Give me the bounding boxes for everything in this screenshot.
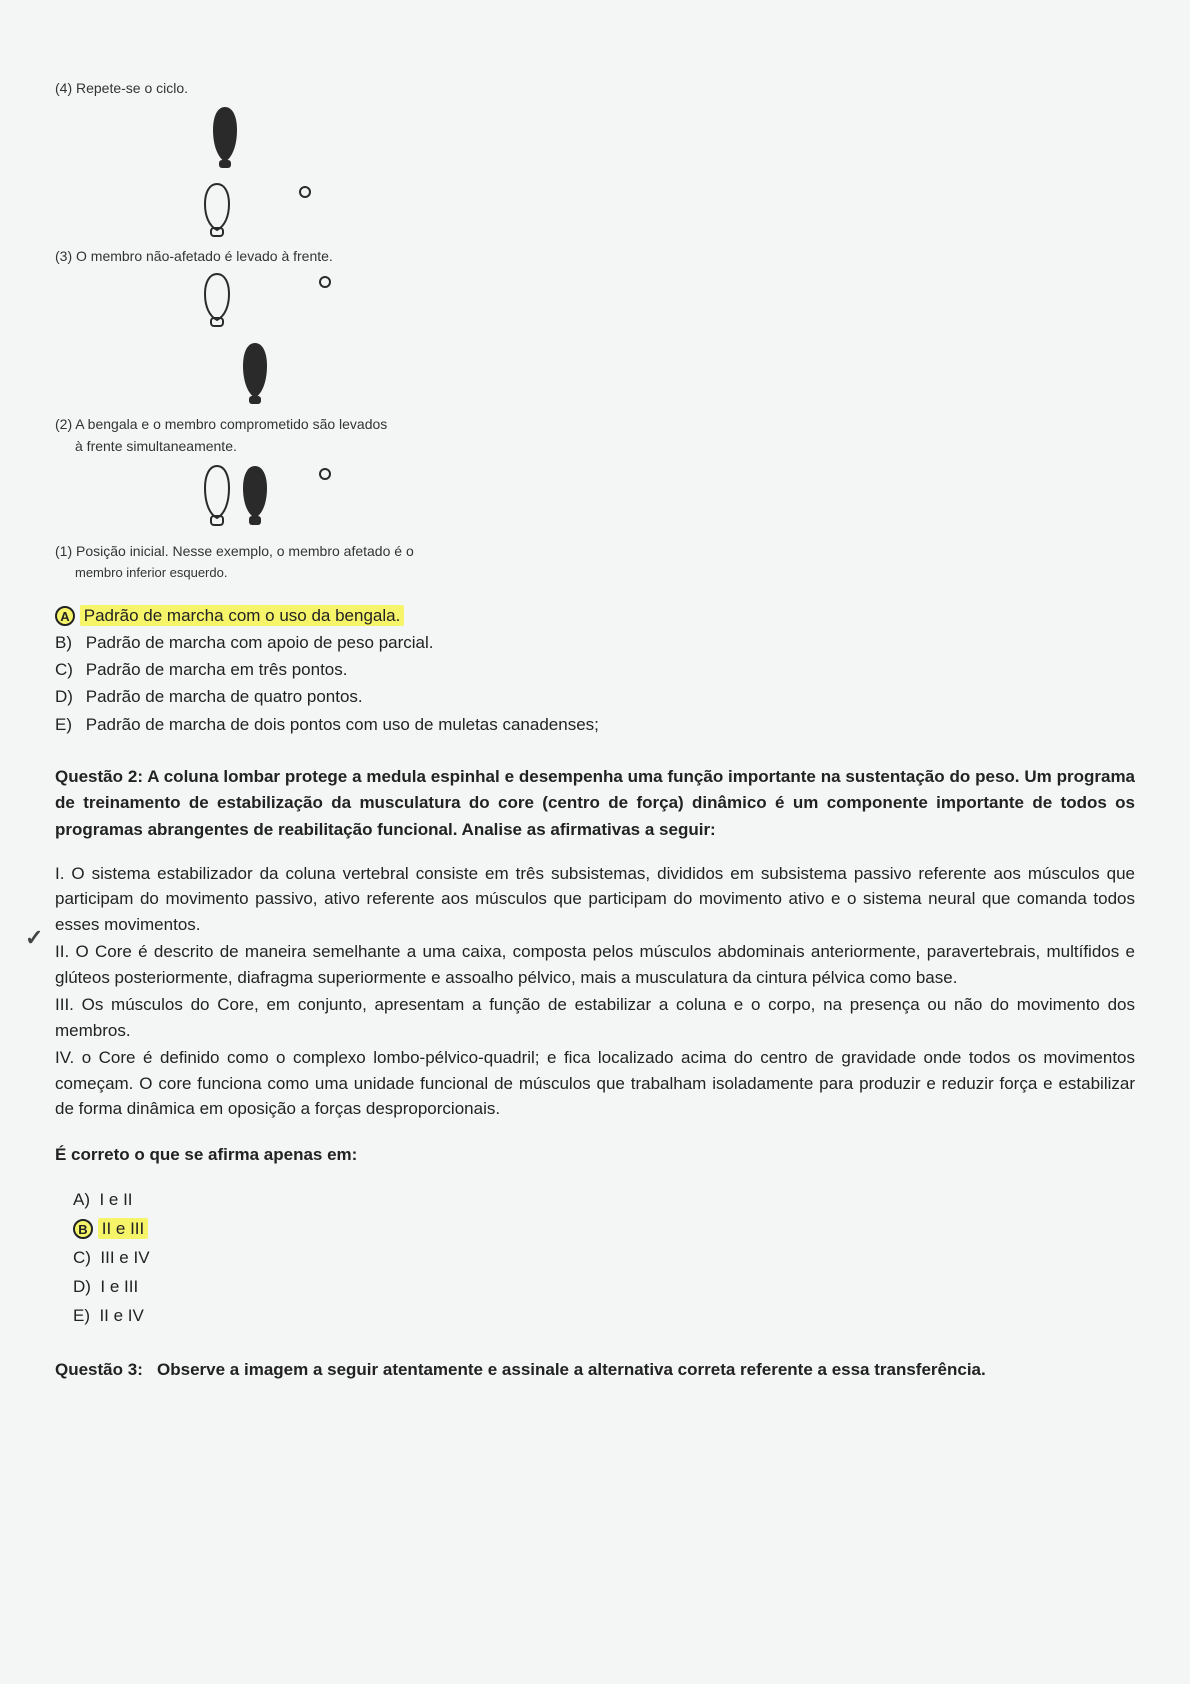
step2-label-b: à frente simultaneamente. [75,438,1135,454]
q2-opt-c-text: III e IV [100,1248,149,1267]
q2-stem-text: A coluna lombar protege a medula espinha… [55,767,1135,839]
q2-opt-d-text: I e III [100,1277,138,1296]
diagram-step4 [195,102,1135,172]
q1-opt-a-text: Padrão de marcha com o uso da bengala. [80,605,405,626]
q2-opt-a-text: I e II [99,1190,132,1209]
q2-title: Questão 2: [55,767,143,786]
q3-stem-text: Observe a imagem a seguir atentamente e … [157,1360,986,1379]
q1-key-c: C) [55,656,81,683]
step3-label: (3) O membro não-afetado é levado à fren… [55,248,1135,264]
q2-option-a: A) I e II [73,1186,1135,1215]
q1-option-c: C) Padrão de marcha em três pontos. [55,656,1135,683]
q2-key-d: D) [73,1277,91,1296]
q2-key-a: A) [73,1190,90,1209]
diagram-step3a [195,270,1135,330]
q2-stmt-3: III. Os músculos do Core, em conjunto, a… [55,992,1135,1043]
q1-opt-d-text: Padrão de marcha de quatro pontos. [86,687,363,706]
q2-opt-b-text: II e III [98,1218,149,1239]
q2-key-c: C) [73,1248,91,1267]
q2-key-e: E) [73,1306,90,1325]
q2-options: A) I e II B II e III C) III e IV D) I e … [73,1186,1135,1330]
step2-label-a: (2) A bengala e o membro comprometido sã… [55,416,1135,432]
q1-key-e: E) [55,711,81,738]
q2-stmt-2: II. O Core é descrito de maneira semelha… [55,939,1135,990]
q1-option-b: B) Padrão de marcha com apoio de peso pa… [55,629,1135,656]
q2-stmt-1: I. O sistema estabilizador da coluna ver… [55,861,1135,938]
q3-title: Questão 3: [55,1360,143,1379]
step1-label-a: (1) Posição inicial. Nesse exemplo, o me… [55,543,1135,559]
q3-stem: Questão 3: Observe a imagem a seguir ate… [55,1357,1135,1383]
q2-statements: I. O sistema estabilizador da coluna ver… [55,861,1135,1122]
diagram-between43 [195,180,1135,240]
q2-opt-e-text: II e IV [99,1306,143,1325]
q2-prompt: É correto o que se afirma apenas em: [55,1142,1135,1168]
circled-marker-icon: A [55,606,75,626]
step1-label-b: membro inferior esquerdo. [75,565,1135,582]
q1-option-e: E) Padrão de marcha de dois pontos com u… [55,711,1135,738]
step4-label: (4) Repete-se o ciclo. [55,80,1135,96]
q1-option-a: A Padrão de marcha com o uso da bengala. [55,602,1135,629]
diagram-step3b [225,338,1135,408]
q2-option-e: E) II e IV [73,1302,1135,1331]
q1-opt-e-text: Padrão de marcha de dois pontos com uso … [86,715,599,734]
q1-opt-c-text: Padrão de marcha em três pontos. [86,660,348,679]
q2-option-b: B II e III [73,1215,1135,1244]
q1-key-b: B) [55,629,81,656]
q1-option-d: D) Padrão de marcha de quatro pontos. [55,683,1135,710]
q2-option-c: C) III e IV [73,1244,1135,1273]
q1-key-d: D) [55,683,81,710]
q2-stmt-4: IV. o Core é definido como o complexo lo… [55,1045,1135,1122]
circled-marker-icon: B [73,1219,93,1239]
diagram-step2 [195,460,1135,535]
q1-options: A Padrão de marcha com o uso da bengala.… [55,602,1135,738]
checkmark-icon: ✓ [25,925,43,951]
q2-option-d: D) I e III [73,1273,1135,1302]
q1-opt-b-text: Padrão de marcha com apoio de peso parci… [86,633,434,652]
q2-stem: Questão 2: A coluna lombar protege a med… [55,764,1135,843]
